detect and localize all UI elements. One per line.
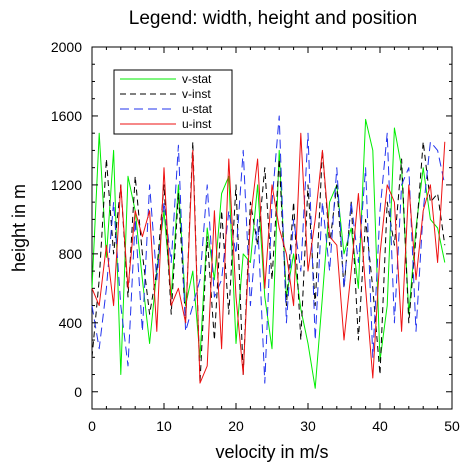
y-tick-label: 800 [59,246,83,262]
y-axis: 0 400 800 1200 1600 2000 [51,39,452,400]
x-tick-label: 20 [228,418,244,434]
legend-label-v-inst: v-inst [182,87,211,101]
y-axis-label: height in m [9,184,29,272]
series-line-v-inst [91,141,446,384]
series-line-u-stat [91,115,446,384]
x-tick-label: 50 [444,418,460,434]
x-tick-label: 40 [372,418,388,434]
y-tick-label: 1200 [51,177,82,193]
legend-label-v-stat: v-stat [182,72,212,86]
series-group [91,115,446,389]
y-tick-label: 0 [74,384,82,400]
plot-frame [91,46,453,410]
series-line-u-inst [91,132,446,384]
y-tick-label: 2000 [51,39,82,55]
x-tick-label: 0 [88,418,96,434]
y-tick-label: 400 [59,315,83,331]
series-line-v-stat [91,118,446,389]
chart-title: Legend: width, height and position [129,8,417,29]
legend-label-u-inst: u-inst [182,117,212,131]
x-axis-label: velocity in m/s [215,442,328,462]
x-tick-label: 10 [156,418,172,434]
legend-label-u-stat: u-stat [182,102,213,116]
legend-box [113,69,233,135]
x-tick-label: 30 [300,418,316,434]
x-axis: 0 10 20 30 40 50 [88,47,460,434]
y-tick-label: 1600 [51,108,82,124]
